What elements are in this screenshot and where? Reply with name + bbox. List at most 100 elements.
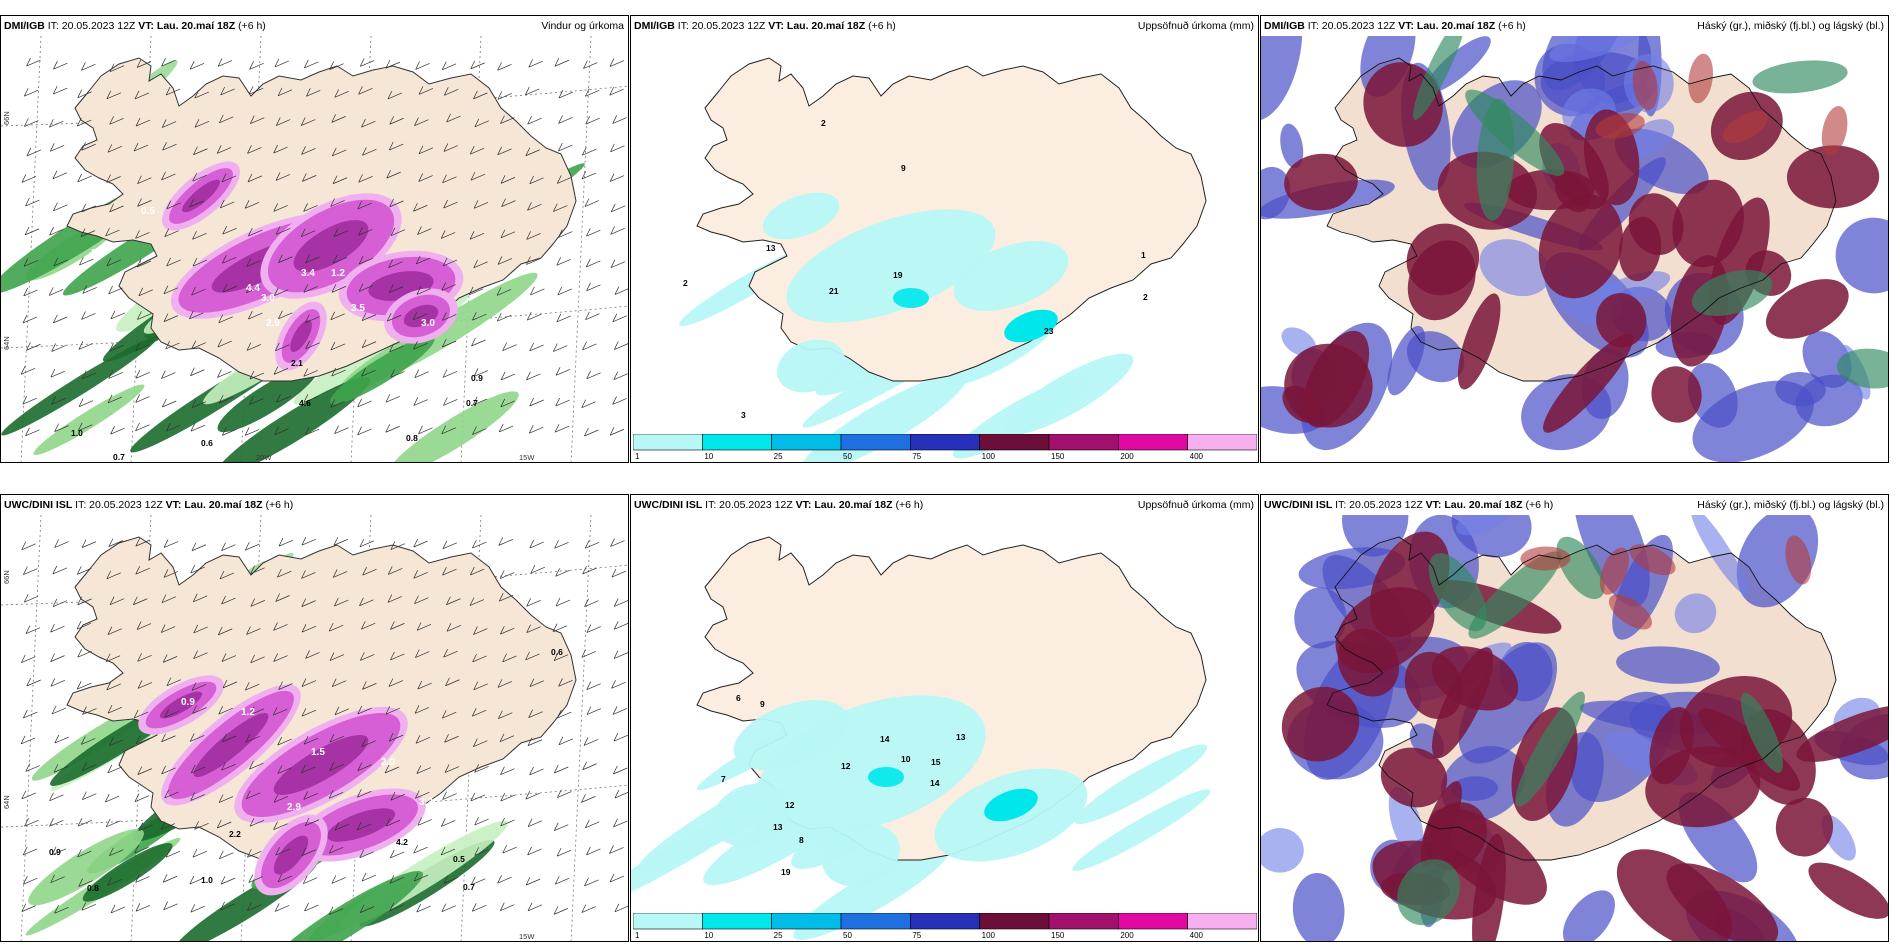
lon-label-15: 15W (519, 932, 535, 941)
colorbar-tick: 10 (704, 931, 713, 939)
colorbar-tick: 75 (912, 931, 921, 939)
lat-label-64: 64N (2, 795, 11, 809)
accum-value-label: 2 (1143, 292, 1148, 302)
colorbar-swatch (1118, 433, 1188, 451)
precip-value-label: 0.9 (471, 373, 483, 383)
colorbar-tick: 50 (843, 452, 852, 460)
accum-value-label: 14 (930, 778, 940, 788)
model-name: UWC/DINI ISL (634, 499, 703, 511)
cloud-map (1261, 515, 1888, 941)
wind-barbs (20, 57, 628, 437)
accum-value-label: 1 (1141, 250, 1146, 260)
colorbar-tick: 25 (774, 931, 783, 939)
colorbar: 1 10 25 50 75 100 150 200 400 (632, 912, 1258, 940)
colorbar-swatch (632, 433, 703, 451)
precip-value-label: 0.6 (551, 647, 563, 657)
wind-barbs (20, 537, 628, 916)
model-name: DMI/IGB (1264, 20, 1305, 32)
accum-value-label: 2 (683, 278, 688, 288)
accum-value-label: 19 (893, 270, 903, 280)
colorbar-tick: 100 (982, 452, 996, 460)
colorbar-swatch (1048, 433, 1119, 451)
precip-value-label: 1.2 (241, 707, 255, 718)
init-time: IT: 20.05.2023 12Z (705, 499, 793, 511)
panel-header: DMI/IGB IT: 20.05.2023 12Z VT: Lau. 20.m… (631, 16, 1258, 36)
accum-value-label: 12 (785, 800, 795, 810)
accum-precip-heavy (712, 695, 1088, 887)
colorbar-swatch (1187, 912, 1258, 930)
accum-map: 14 12 10 13 15 13 19 8 9 6 7 14 12 (631, 536, 1211, 940)
colorbar-swatch (910, 912, 980, 930)
precip-value-label: 0.7 (113, 452, 125, 462)
lat-label-64: 64N (2, 336, 11, 350)
lead-time: (+6 h) (238, 20, 266, 32)
accum-value-label: 13 (766, 243, 776, 253)
colorbar-swatch (632, 912, 703, 930)
precip-value-label: 2.9 (287, 802, 301, 813)
accum-value-label: 9 (901, 163, 906, 173)
accum-value-label: 12 (841, 761, 851, 771)
panel-cloud-dini: UWC/DINI ISL IT: 20.05.2023 12Z VT: Lau.… (1260, 494, 1889, 942)
precip-value-label: 1.2 (331, 268, 345, 279)
precip-value-label: 0.8 (406, 433, 418, 443)
accum-value-label: 10 (901, 754, 911, 764)
wind-map: 1.2 4.2 2.9 2.0 1.5 0.9 3.3 2.2 0.5 0.7 0.9 0.8 1.0 0… (1, 515, 628, 941)
colorbar-swatch (840, 912, 911, 930)
wind-map: 3.63.44.43.02.93.52.14.61.23.01.20.50.90… (1, 36, 628, 462)
cloud-map (1261, 36, 1888, 462)
panel-header: UWC/DINI ISL IT: 20.05.2023 12Z VT: Lau.… (1261, 495, 1888, 515)
panel-header: DMI/IGB IT: 20.05.2023 12Z VT: Lau. 20.m… (1261, 16, 1888, 36)
colorbar-swatch (910, 433, 980, 451)
panel-accum-dmi: DMI/IGB IT: 20.05.2023 12Z VT: Lau. 20.m… (630, 15, 1259, 463)
panel-header: UWC/DINI ISL IT: 20.05.2023 12Z VT: Lau.… (1, 495, 628, 515)
accum-value-label: 15 (931, 757, 941, 767)
colorbar-tick: 400 (1190, 931, 1204, 939)
init-time: IT: 20.05.2023 12Z (1307, 20, 1396, 32)
precip-value-label: 0.7 (466, 398, 478, 408)
precip-value-label: 2.9 (266, 318, 280, 329)
precip-value-label: 3.5 (351, 303, 365, 314)
accum-value-label: 21 (829, 286, 839, 296)
precip-value-label: 4.6 (299, 398, 311, 408)
accum-value-label: 9 (760, 699, 765, 709)
precip-value-label: 2.1 (291, 358, 303, 368)
precip-value-label: 1.0 (71, 428, 83, 438)
precip-value-label: 3.6 (91, 248, 105, 259)
precip-value-label: 3.4 (301, 268, 315, 279)
precip-value-label: 4.2 (396, 837, 408, 847)
cloud-layers (1261, 515, 1888, 941)
precip-value-label: 1.5 (311, 747, 325, 758)
accum-value-label: 6 (736, 693, 741, 703)
precip-value-label: 3.0 (261, 293, 275, 304)
init-time: IT: 20.05.2023 12Z (75, 499, 163, 511)
lead-time: (+6 h) (868, 20, 896, 32)
cloud-layers (1261, 36, 1888, 462)
init-time: IT: 20.05.2023 12Z (47, 20, 136, 32)
colorbar-swatch (979, 912, 1050, 930)
iceland-outline (1326, 57, 1837, 382)
colorbar-tick: 50 (843, 931, 852, 939)
precip-value-label: 0.5 (453, 854, 465, 864)
panel-wind-dmi: DMI/IGB IT: 20.05.2023 12Z VT: Lau. 20.m… (0, 15, 629, 463)
accum-value-label: 19 (781, 867, 791, 877)
panel-title: Vindur og úrkoma (541, 20, 624, 32)
lat-label-66: 66N (2, 111, 11, 125)
precip-value-label: 3.0 (421, 318, 435, 329)
accum-value-label: 3 (741, 410, 746, 420)
colorbar-tick: 150 (1051, 931, 1065, 939)
precip-value-label: 0.8 (87, 883, 99, 893)
model-name: UWC/DINI ISL (1264, 499, 1333, 511)
precip-value-label: 3.3 (419, 797, 433, 808)
precip-value-label: 2.2 (229, 829, 241, 839)
accum-value-label: 7 (721, 774, 726, 784)
colorbar-tick: 25 (774, 452, 783, 460)
lead-time: (+6 h) (1498, 20, 1526, 32)
heavy-precip (162, 161, 464, 371)
colorbar-swatch (840, 433, 911, 451)
colorbar-tick: 400 (1190, 452, 1204, 460)
colorbar: 1 10 25 50 75 100 150 200 400 (632, 433, 1258, 461)
init-time: IT: 20.05.2023 12Z (677, 20, 766, 32)
precip-value-label: 2.0 (381, 757, 395, 768)
